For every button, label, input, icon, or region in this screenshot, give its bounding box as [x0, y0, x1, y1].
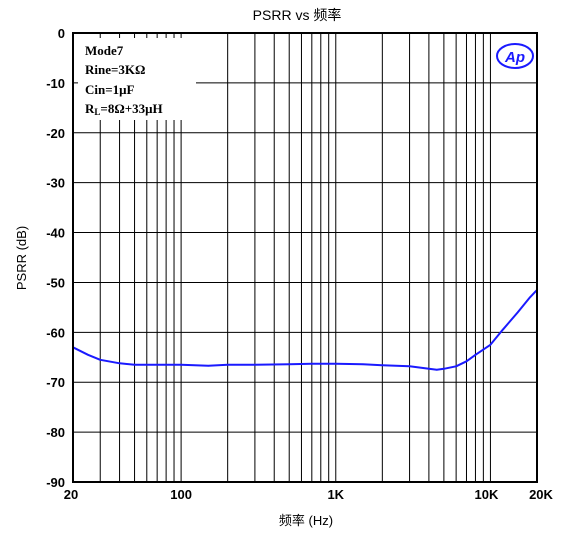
psrr-series-line — [72, 289, 538, 371]
x-tick-label: 20 — [64, 487, 78, 502]
psrr-data-point — [381, 364, 384, 367]
ap-logo-text: Ap — [504, 49, 525, 66]
y-tick-label: -10 — [46, 76, 65, 91]
plot-frame — [72, 32, 538, 483]
y-tick-label: 0 — [58, 26, 65, 41]
psrr-data-point — [436, 369, 438, 371]
y-tick-label: -90 — [46, 475, 65, 490]
psrr-data-point — [165, 364, 167, 366]
y-tick-label: -70 — [46, 375, 65, 390]
psrr-data-point — [529, 296, 531, 299]
psrr-data-point — [455, 365, 457, 368]
psrr-data-point — [146, 364, 148, 366]
y-tick-label: -20 — [46, 126, 65, 141]
annotation-load: RL=8Ω+33μH — [85, 101, 163, 117]
psrr-data-point — [87, 354, 89, 356]
x-tick-label: 100 — [170, 487, 192, 502]
psrr-data-point — [501, 329, 504, 331]
psrr-data-point — [428, 368, 430, 370]
psrr-data-point — [489, 344, 492, 346]
psrr-data-point — [362, 363, 364, 366]
psrr-data-point — [207, 365, 210, 367]
y-axis-label: PSRR (dB) — [14, 226, 29, 290]
psrr-data-point — [408, 365, 411, 368]
x-axis-label: 频率 (Hz) — [279, 513, 333, 528]
annotation-load-subscript: L — [94, 107, 100, 117]
annotation-rine: Rine=3KΩ — [85, 62, 145, 77]
psrr-data-point — [99, 359, 101, 361]
psrr-data-point — [254, 364, 256, 366]
psrr-data-point — [311, 363, 313, 365]
psrr-data-point — [118, 362, 121, 365]
psrr-data-point — [288, 363, 291, 366]
psrr-data-point — [180, 364, 182, 366]
annotation-cin: Cin=1μF — [85, 82, 135, 97]
psrr-data-point — [474, 354, 477, 356]
x-tick-label: 20K — [529, 487, 553, 502]
psrr-data-point — [443, 368, 445, 370]
psrr-data-point — [133, 364, 136, 366]
y-tick-label: -30 — [46, 176, 65, 191]
annotation-load-value: =8Ω+33μH — [100, 101, 162, 116]
chart-title: PSRR vs 频率 — [253, 7, 342, 23]
ap-logo: Ap — [496, 43, 534, 69]
annotation-box: Mode7 Rine=3KΩ Cin=1μF RL=8Ω+33μH — [78, 38, 196, 120]
psrr-data-point — [226, 364, 229, 366]
y-tick-label: -60 — [46, 325, 65, 340]
psrr-data-point — [335, 363, 337, 365]
x-tick-label: 1K — [327, 487, 344, 502]
series-lines — [72, 289, 538, 371]
psrr-data-point — [516, 311, 519, 314]
psrr-data-point — [465, 360, 468, 363]
y-tick-label: -80 — [46, 425, 65, 440]
y-tick-label: -50 — [46, 275, 65, 290]
y-tick-label: -40 — [46, 226, 65, 241]
annotation-load-r: R — [85, 101, 95, 116]
x-tick-label: 10K — [475, 487, 499, 502]
annotation-mode: Mode7 — [85, 43, 124, 58]
